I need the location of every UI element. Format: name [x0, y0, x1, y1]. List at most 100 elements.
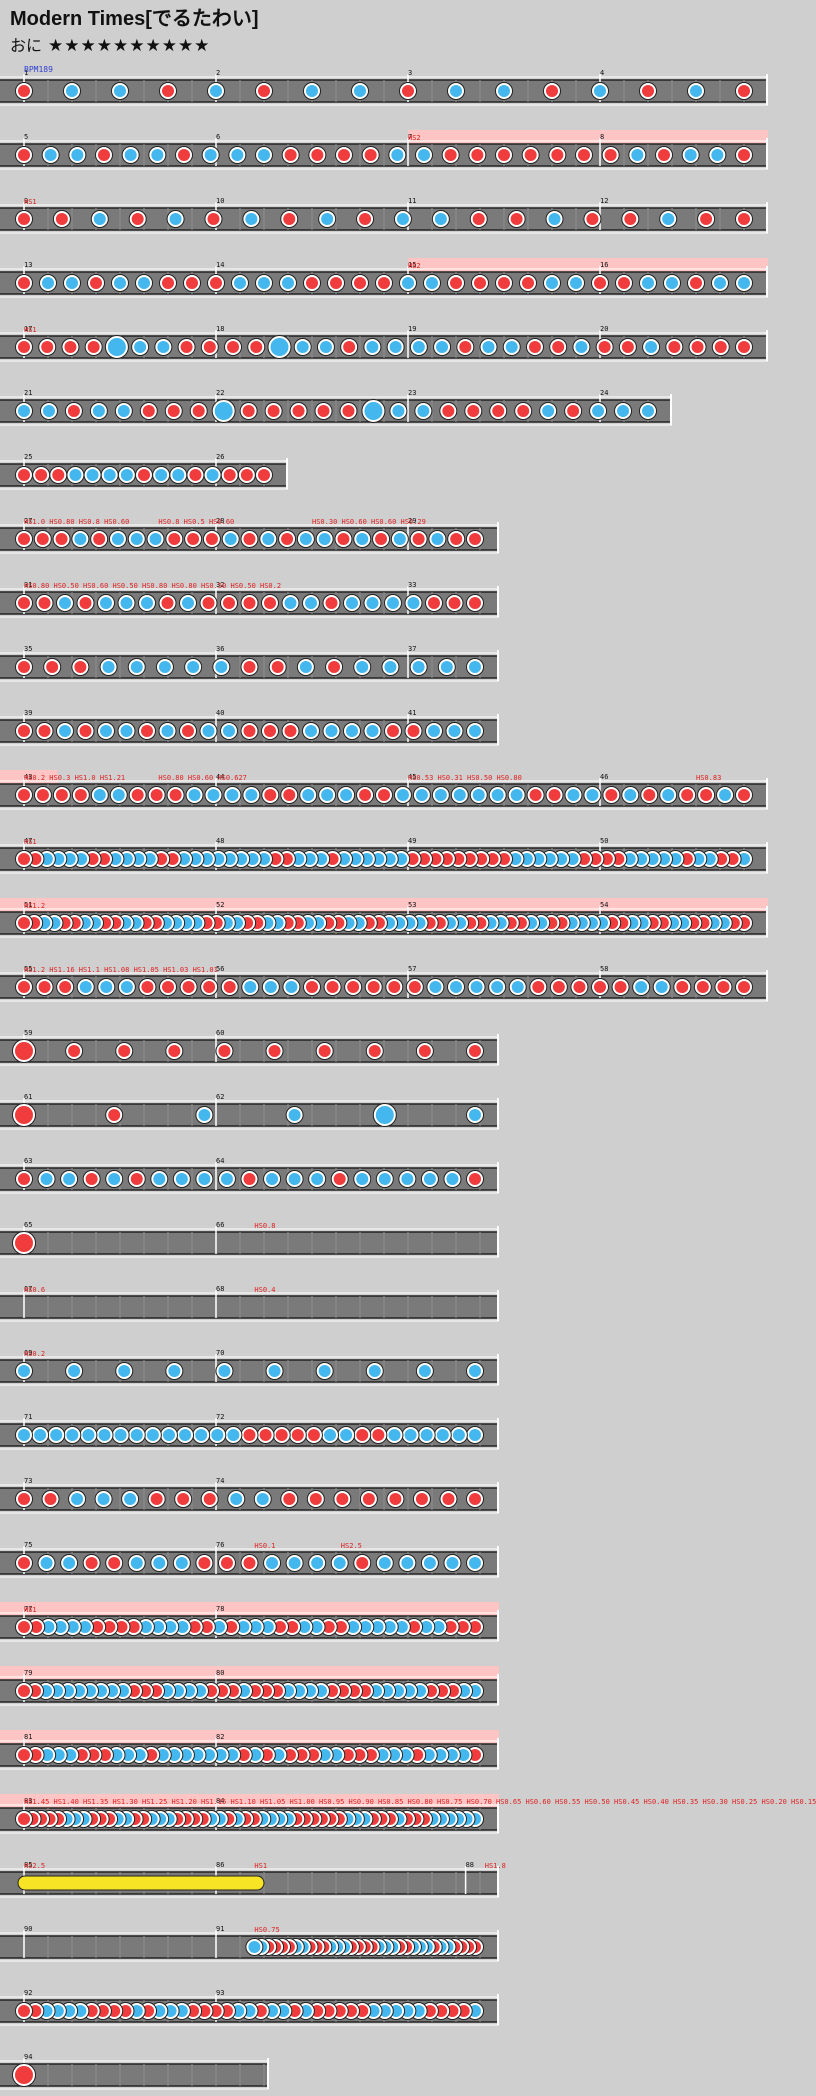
- ka-note: [383, 1621, 396, 1633]
- don-note: [407, 725, 420, 737]
- don-note: [18, 1621, 30, 1633]
- ka-note: [452, 1429, 465, 1441]
- note-lane: [0, 1104, 499, 1126]
- ka-note: [156, 1749, 169, 1761]
- ka-note: [321, 213, 334, 225]
- ka-note: [642, 405, 654, 417]
- measure-number: 37: [408, 645, 416, 653]
- score-row: 73 74: [0, 1477, 499, 1514]
- don-note: [474, 277, 486, 289]
- measure-number: 9: [24, 197, 28, 205]
- ka-note: [175, 1173, 188, 1185]
- ka-note: [100, 725, 112, 737]
- ka-note: [139, 1621, 152, 1633]
- measure-number: 56: [216, 965, 224, 973]
- measure-number: 51: [24, 901, 32, 909]
- score-row: 67 68 HS0.6 HS0.4: [0, 1285, 499, 1322]
- don-note: [738, 789, 750, 801]
- speed-label: HS1: [24, 198, 37, 206]
- ka-note: [378, 1173, 391, 1185]
- measure-number: 13: [24, 261, 32, 269]
- measure-number: 36: [216, 645, 224, 653]
- ka-note: [354, 85, 366, 97]
- ka-note: [436, 1429, 449, 1441]
- don-note: [281, 533, 294, 545]
- don-note: [738, 213, 750, 225]
- ka-note: [111, 533, 124, 545]
- ka-note: [141, 597, 153, 609]
- ka-note: [359, 1621, 372, 1633]
- ka-note: [42, 277, 54, 289]
- ka-note: [511, 981, 524, 993]
- don-note: [203, 981, 216, 993]
- don-note: [68, 1045, 81, 1057]
- don-note: [283, 213, 296, 225]
- ka-note: [214, 1749, 227, 1761]
- ka-note: [122, 1749, 135, 1761]
- score-row: 47 48 49 50 HS1: [0, 837, 768, 874]
- don-note: [643, 789, 656, 801]
- don-note: [307, 1749, 320, 1761]
- ka-note: [98, 1429, 111, 1441]
- ka-note: [266, 1557, 279, 1569]
- don-note: [624, 213, 637, 225]
- ka-note: [431, 533, 444, 545]
- ka-note: [288, 1173, 301, 1185]
- speed-label: HS1: [254, 1862, 267, 1870]
- don-note: [64, 341, 77, 353]
- don-note: [18, 533, 30, 545]
- don-note: [142, 405, 155, 417]
- ka-note: [310, 1621, 323, 1633]
- ka-note: [346, 725, 358, 737]
- ka-note: [388, 1429, 401, 1441]
- don-note: [529, 789, 542, 801]
- don-note: [738, 149, 750, 161]
- score-row: 27 28 29 HS1.0 HS0.80 HS0.8 HS0.60 HS0.8 HS0…: [0, 517, 499, 554]
- ka-note: [505, 341, 518, 353]
- don-note: [364, 1749, 377, 1761]
- speed-label: HS0.6: [24, 1286, 45, 1294]
- speed-label: HS1.2 HS1.16 HS1.1 HS1.08 HS1.05 HS1.03 …: [24, 966, 218, 974]
- ka-note: [366, 341, 379, 353]
- don-note: [182, 981, 195, 993]
- ka-note: [457, 1749, 470, 1761]
- don-note: [442, 1493, 455, 1505]
- ka-note: [429, 981, 442, 993]
- don-note: [418, 1045, 431, 1057]
- don-note: [18, 277, 30, 289]
- don-note: [594, 277, 606, 289]
- don-note: [192, 405, 205, 417]
- ka-note: [117, 405, 130, 417]
- ka-note: [690, 85, 702, 97]
- ka-note: [187, 661, 200, 673]
- score-row: 13 14 15 16 HS2: [0, 258, 768, 298]
- don-note: [38, 597, 51, 609]
- ka-note: [120, 597, 133, 609]
- measure-number: 73: [24, 1477, 32, 1485]
- ka-note: [261, 1621, 274, 1633]
- ka-note: [469, 725, 481, 737]
- don-note: [55, 533, 68, 545]
- speed-band: [0, 1602, 499, 1616]
- ka-note: [155, 469, 168, 481]
- don-note: [189, 469, 202, 481]
- ka-note: [59, 597, 71, 609]
- don-note: [243, 533, 256, 545]
- ka-note: [321, 789, 334, 801]
- ka-note: [570, 277, 582, 289]
- speed-label: HS0.83: [696, 774, 721, 782]
- don-note: [243, 1557, 256, 1569]
- ka-note: [230, 1493, 243, 1505]
- don-note: [18, 789, 30, 801]
- don-note: [178, 149, 190, 161]
- ka-note: [168, 1749, 181, 1761]
- don-note: [283, 1493, 296, 1505]
- don-note: [150, 1493, 163, 1505]
- speed-label: HS0.30 HS0.60 HS0.60 HS0.29: [312, 518, 426, 526]
- don-note: [333, 1173, 346, 1185]
- measure-number: 40: [216, 709, 224, 717]
- ka-note: [296, 341, 309, 353]
- difficulty-stars: ★★★★★★★★★★: [48, 36, 211, 56]
- ka-note: [445, 1749, 458, 1761]
